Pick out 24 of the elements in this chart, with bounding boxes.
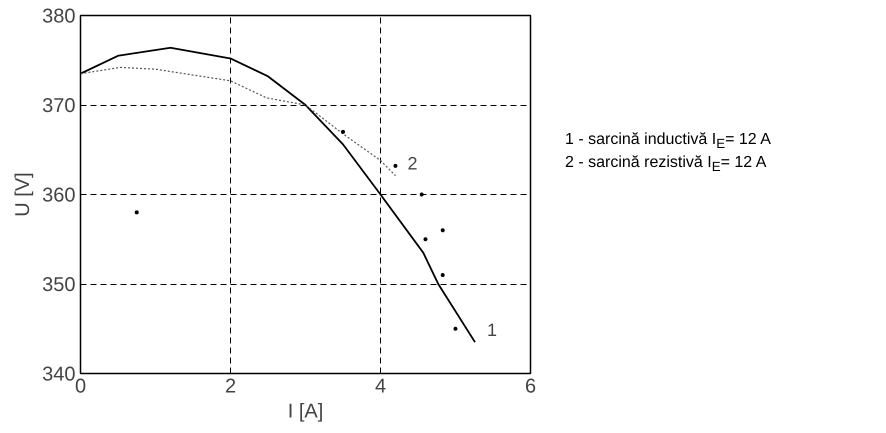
x-tick-label: 4: [374, 376, 386, 398]
point: [440, 228, 445, 232]
y-tick-label: 340: [42, 364, 76, 386]
line-series: [80, 66, 396, 176]
point: [440, 273, 445, 278]
text: 1 - sarcină inductivă I$_{E}$= 12 A: [565, 131, 771, 152]
y-tick-label: 360: [42, 184, 76, 206]
point: [341, 130, 345, 134]
point: [454, 326, 458, 331]
series-label: 1: [487, 320, 498, 340]
y-tick-label: 380: [42, 6, 76, 28]
y-axis-title: U [V]: [12, 172, 34, 217]
y-tick-label: 350: [42, 274, 76, 296]
text: 2 - sarcină rezistivă I$_{E}$= 12 A: [565, 154, 766, 174]
x-axis-title: I [A]: [288, 400, 324, 422]
x-tick-label: 6: [524, 376, 536, 398]
y-tick-label: 370: [42, 95, 76, 117]
x-tick-label: 2: [224, 376, 236, 398]
series-label: 2: [408, 154, 418, 174]
x-tick-label: 0: [74, 376, 86, 398]
point: [134, 210, 139, 214]
point: [394, 164, 398, 168]
point: [420, 192, 424, 196]
point: [424, 237, 428, 242]
